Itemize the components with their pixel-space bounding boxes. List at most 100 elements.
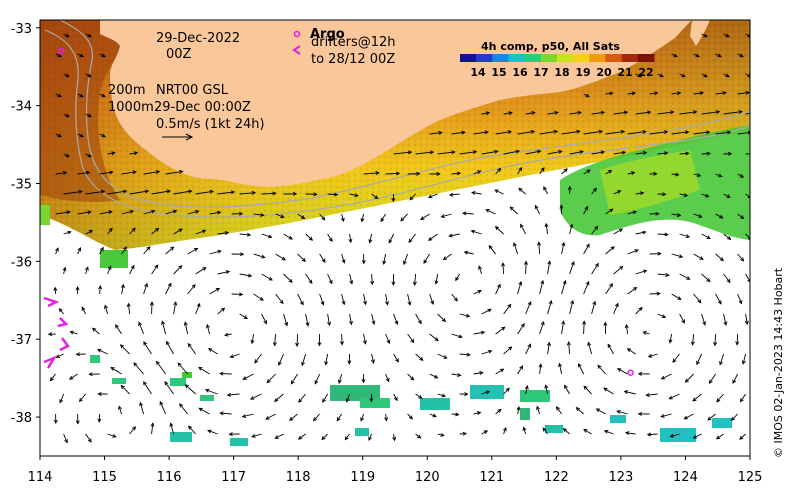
current-vector-head (715, 110, 721, 115)
current-vector-head (577, 110, 582, 115)
current-vector-head (639, 191, 645, 196)
current-vector-head (260, 212, 265, 217)
argo-float-marker[interactable] (58, 47, 65, 55)
current-vector (56, 353, 64, 358)
current-vector-head (108, 227, 113, 232)
current-vector (715, 53, 722, 58)
current-vector (693, 92, 704, 95)
current-vector (322, 393, 328, 403)
current-vector (569, 151, 584, 155)
current-vector-head (272, 191, 277, 196)
current-vector-head (659, 73, 664, 78)
current-vector (313, 413, 320, 421)
current-vector (63, 33, 70, 38)
current-vector-head (79, 53, 84, 58)
current-vector-head (240, 252, 245, 257)
y-tick-label: -36 (11, 255, 32, 270)
current-vector-head (726, 130, 732, 135)
current-vector (265, 413, 276, 420)
current-vector (576, 407, 584, 415)
current-vector (561, 130, 580, 135)
current-vector-head (656, 291, 661, 296)
current-vector-head (87, 33, 92, 38)
current-vector (670, 433, 680, 438)
current-vector (624, 390, 636, 395)
current-vector-head (206, 323, 210, 329)
current-vector-head (249, 396, 255, 400)
current-vector (55, 211, 70, 215)
current-vector (371, 193, 378, 199)
current-vector-head (692, 434, 697, 439)
current-vector (77, 133, 84, 138)
current-vector-head (665, 272, 670, 277)
current-vector (495, 409, 502, 415)
sst-eastern-patch-light (600, 150, 700, 215)
current-vector-head (360, 218, 365, 223)
current-vector (569, 111, 582, 115)
current-vector (715, 253, 724, 261)
current-vector (715, 173, 722, 178)
current-vector-head (637, 371, 643, 376)
current-vector (50, 373, 56, 381)
colorbar-bar (460, 54, 655, 62)
y-tick-label: -35 (11, 178, 32, 193)
current-vector-head (747, 130, 750, 135)
current-vector (110, 367, 122, 375)
current-vector-head (154, 227, 160, 232)
current-vector (723, 111, 742, 115)
current-vector-head (686, 276, 691, 280)
current-vector-head (47, 332, 53, 337)
current-vector (693, 131, 710, 135)
current-vector (305, 313, 309, 326)
current-vector (85, 230, 93, 235)
current-vector-head (295, 342, 300, 348)
argo-float-marker[interactable] (627, 369, 634, 376)
current-vector (523, 427, 527, 435)
current-vector-head (349, 320, 353, 326)
current-vector (745, 112, 750, 115)
current-vector-head (730, 416, 735, 422)
current-vector (261, 313, 267, 324)
current-vector (415, 151, 434, 155)
current-vector-head (555, 406, 560, 411)
x-tick-label: 123 (608, 470, 633, 485)
current-vector (669, 393, 680, 400)
current-vector-head (380, 217, 385, 223)
current-vector-head (583, 428, 588, 433)
current-vector-head (609, 208, 614, 213)
current-vector (539, 130, 558, 135)
current-vector-head (409, 196, 414, 201)
current-vector-head (132, 426, 137, 431)
current-vector (437, 353, 447, 359)
current-vector (195, 230, 206, 235)
current-vector (283, 273, 293, 283)
current-vector-head (242, 376, 247, 380)
current-vector-head (614, 302, 619, 308)
current-vector (473, 411, 481, 415)
current-vector-head (693, 110, 698, 115)
current-vector (715, 92, 727, 95)
current-vector (437, 393, 446, 397)
current-vector-head (274, 435, 279, 439)
current-vector (242, 373, 254, 380)
colorbar-tick-label: 15 (491, 66, 506, 79)
current-vector (188, 425, 196, 435)
current-vector-head (207, 429, 212, 434)
current-vector (671, 173, 679, 176)
current-vector-head (522, 426, 527, 431)
current-vector-head (188, 189, 193, 194)
current-vector-head (747, 236, 750, 240)
current-vector-head (540, 321, 545, 326)
current-vector-head (692, 397, 697, 402)
current-vector-head (607, 169, 613, 174)
current-vector-head (559, 204, 564, 209)
current-vector (525, 385, 528, 395)
current-vector-head (101, 93, 106, 98)
current-vector (495, 168, 501, 175)
current-vector-head (65, 153, 70, 158)
current-vector (488, 245, 496, 255)
current-vector (503, 112, 513, 115)
current-vector (173, 265, 183, 275)
current-vector-head (146, 246, 151, 251)
current-vector-head (251, 190, 257, 195)
